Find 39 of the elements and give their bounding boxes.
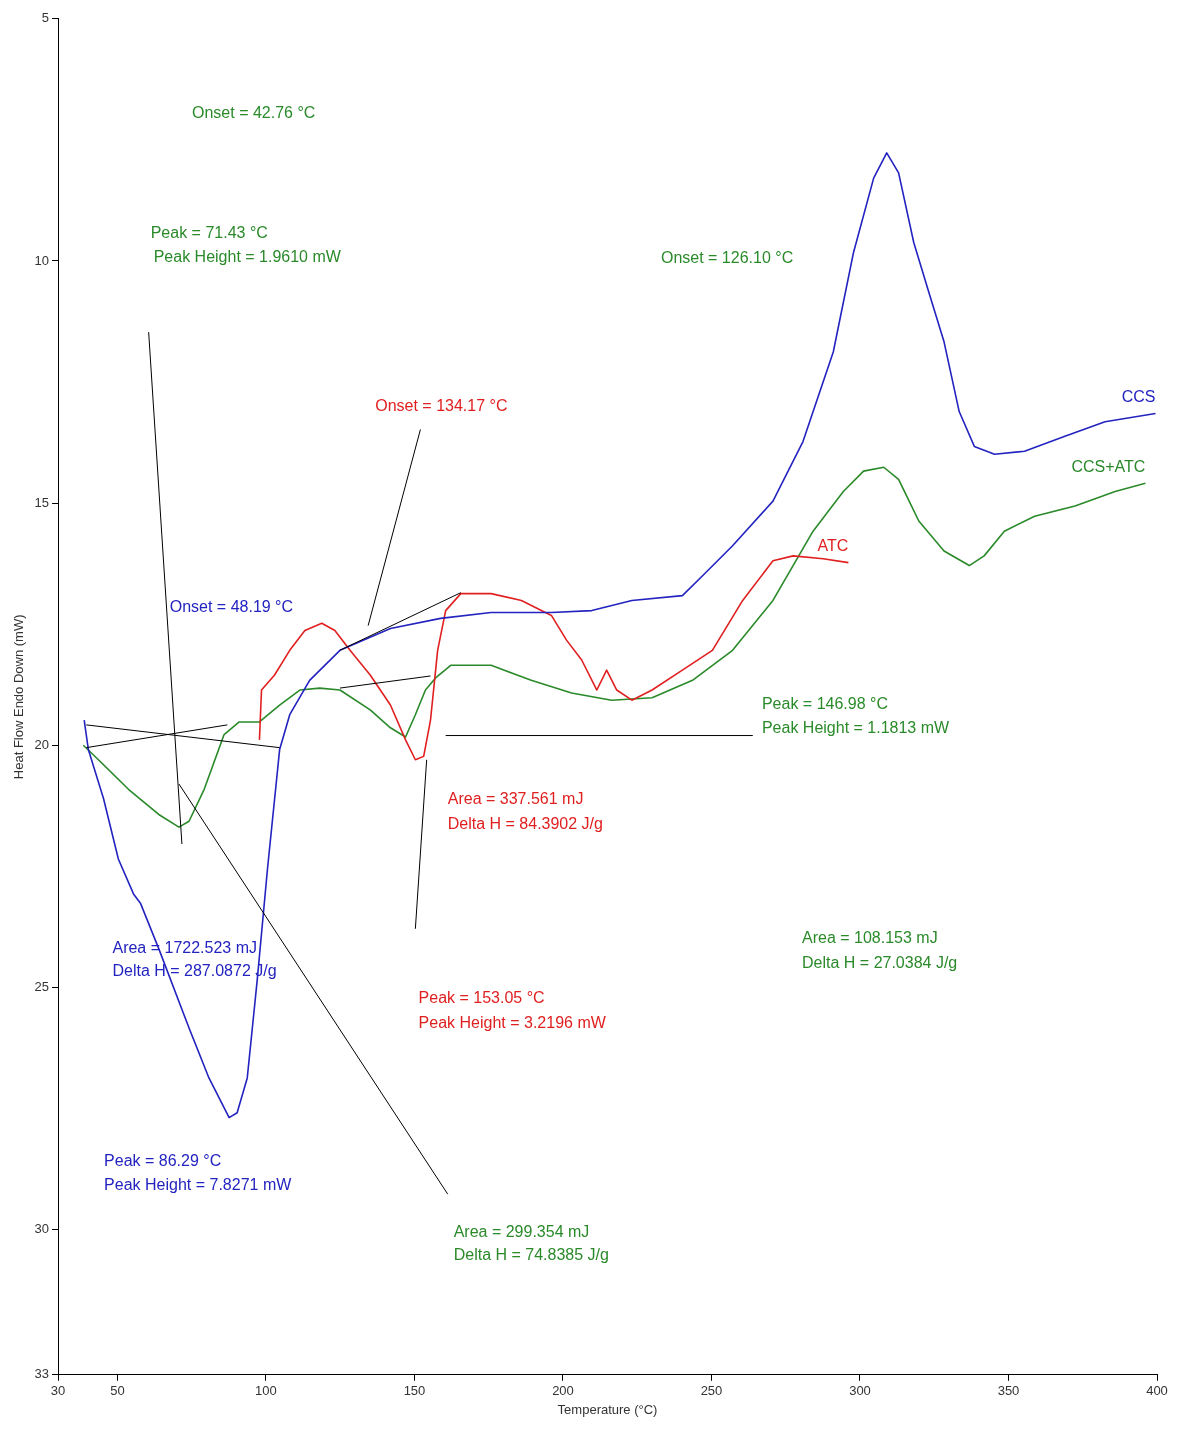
annotation: Onset = 126.10 °C <box>660 248 794 266</box>
x-tick-label: 150 <box>403 1383 426 1399</box>
annotation: Peak = 153.05 °C <box>418 988 545 1006</box>
y-tick-label: 20 <box>34 736 50 752</box>
y-axis-title: Heat Flow Endo Down (mW) <box>11 614 27 780</box>
y-tick-label: 10 <box>34 252 50 268</box>
annotation: Peak Height = 3.2196 mW <box>418 1013 607 1031</box>
annotation: Area = 108.153 mJ <box>802 929 938 947</box>
annotation: Onset = 134.17 °C <box>375 396 508 414</box>
annotation: Peak Height = 1.9610 mW <box>153 248 342 265</box>
x-axis-title: Temperature (°C) <box>557 1401 658 1417</box>
annotation: Delta H = 74.8385 J/g <box>453 1246 609 1264</box>
annotation: Onset = 42.76 °C <box>192 103 316 121</box>
y-tick-label: 5 <box>41 10 50 26</box>
annotation: Area = 337.561 mJ <box>447 789 584 807</box>
x-tick-label: 30 <box>50 1383 66 1399</box>
annotation: Peak = 146.98 °C <box>761 695 888 713</box>
annotation: Peak = 71.43 °C <box>150 224 268 242</box>
x-tick-label: 50 <box>110 1383 125 1399</box>
series-label: CCS+ATC <box>1071 457 1146 475</box>
x-tick-label: 350 <box>997 1383 1020 1399</box>
annotation: Peak Height = 7.8271 mW <box>104 1176 293 1194</box>
annotation: Delta H = 27.0384 J/g <box>802 953 958 971</box>
annotation: Peak Height = 1.1813 mW <box>761 719 951 737</box>
x-tick-label: 250 <box>700 1383 723 1399</box>
x-tick-label: 200 <box>552 1383 574 1399</box>
x-tick-label: 400 <box>1146 1383 1168 1399</box>
y-tick-label: 15 <box>34 494 50 510</box>
x-tick-label: 100 <box>255 1383 277 1399</box>
annotation: Peak = 86.29 °C <box>104 1152 222 1170</box>
annotation: Delta H = 84.3902 J/g <box>447 814 603 832</box>
y-tick-label: 25 <box>34 978 50 994</box>
annotation: Onset = 48.19 °C <box>169 598 294 616</box>
series-label: ATC <box>817 537 849 555</box>
series-label: CCS <box>1121 387 1156 405</box>
x-tick-label: 300 <box>849 1383 871 1399</box>
y-tick-label: 33 <box>34 1366 50 1382</box>
y-tick-label: 30 <box>34 1221 50 1237</box>
annotation: Area = 299.354 mJ <box>453 1223 590 1241</box>
